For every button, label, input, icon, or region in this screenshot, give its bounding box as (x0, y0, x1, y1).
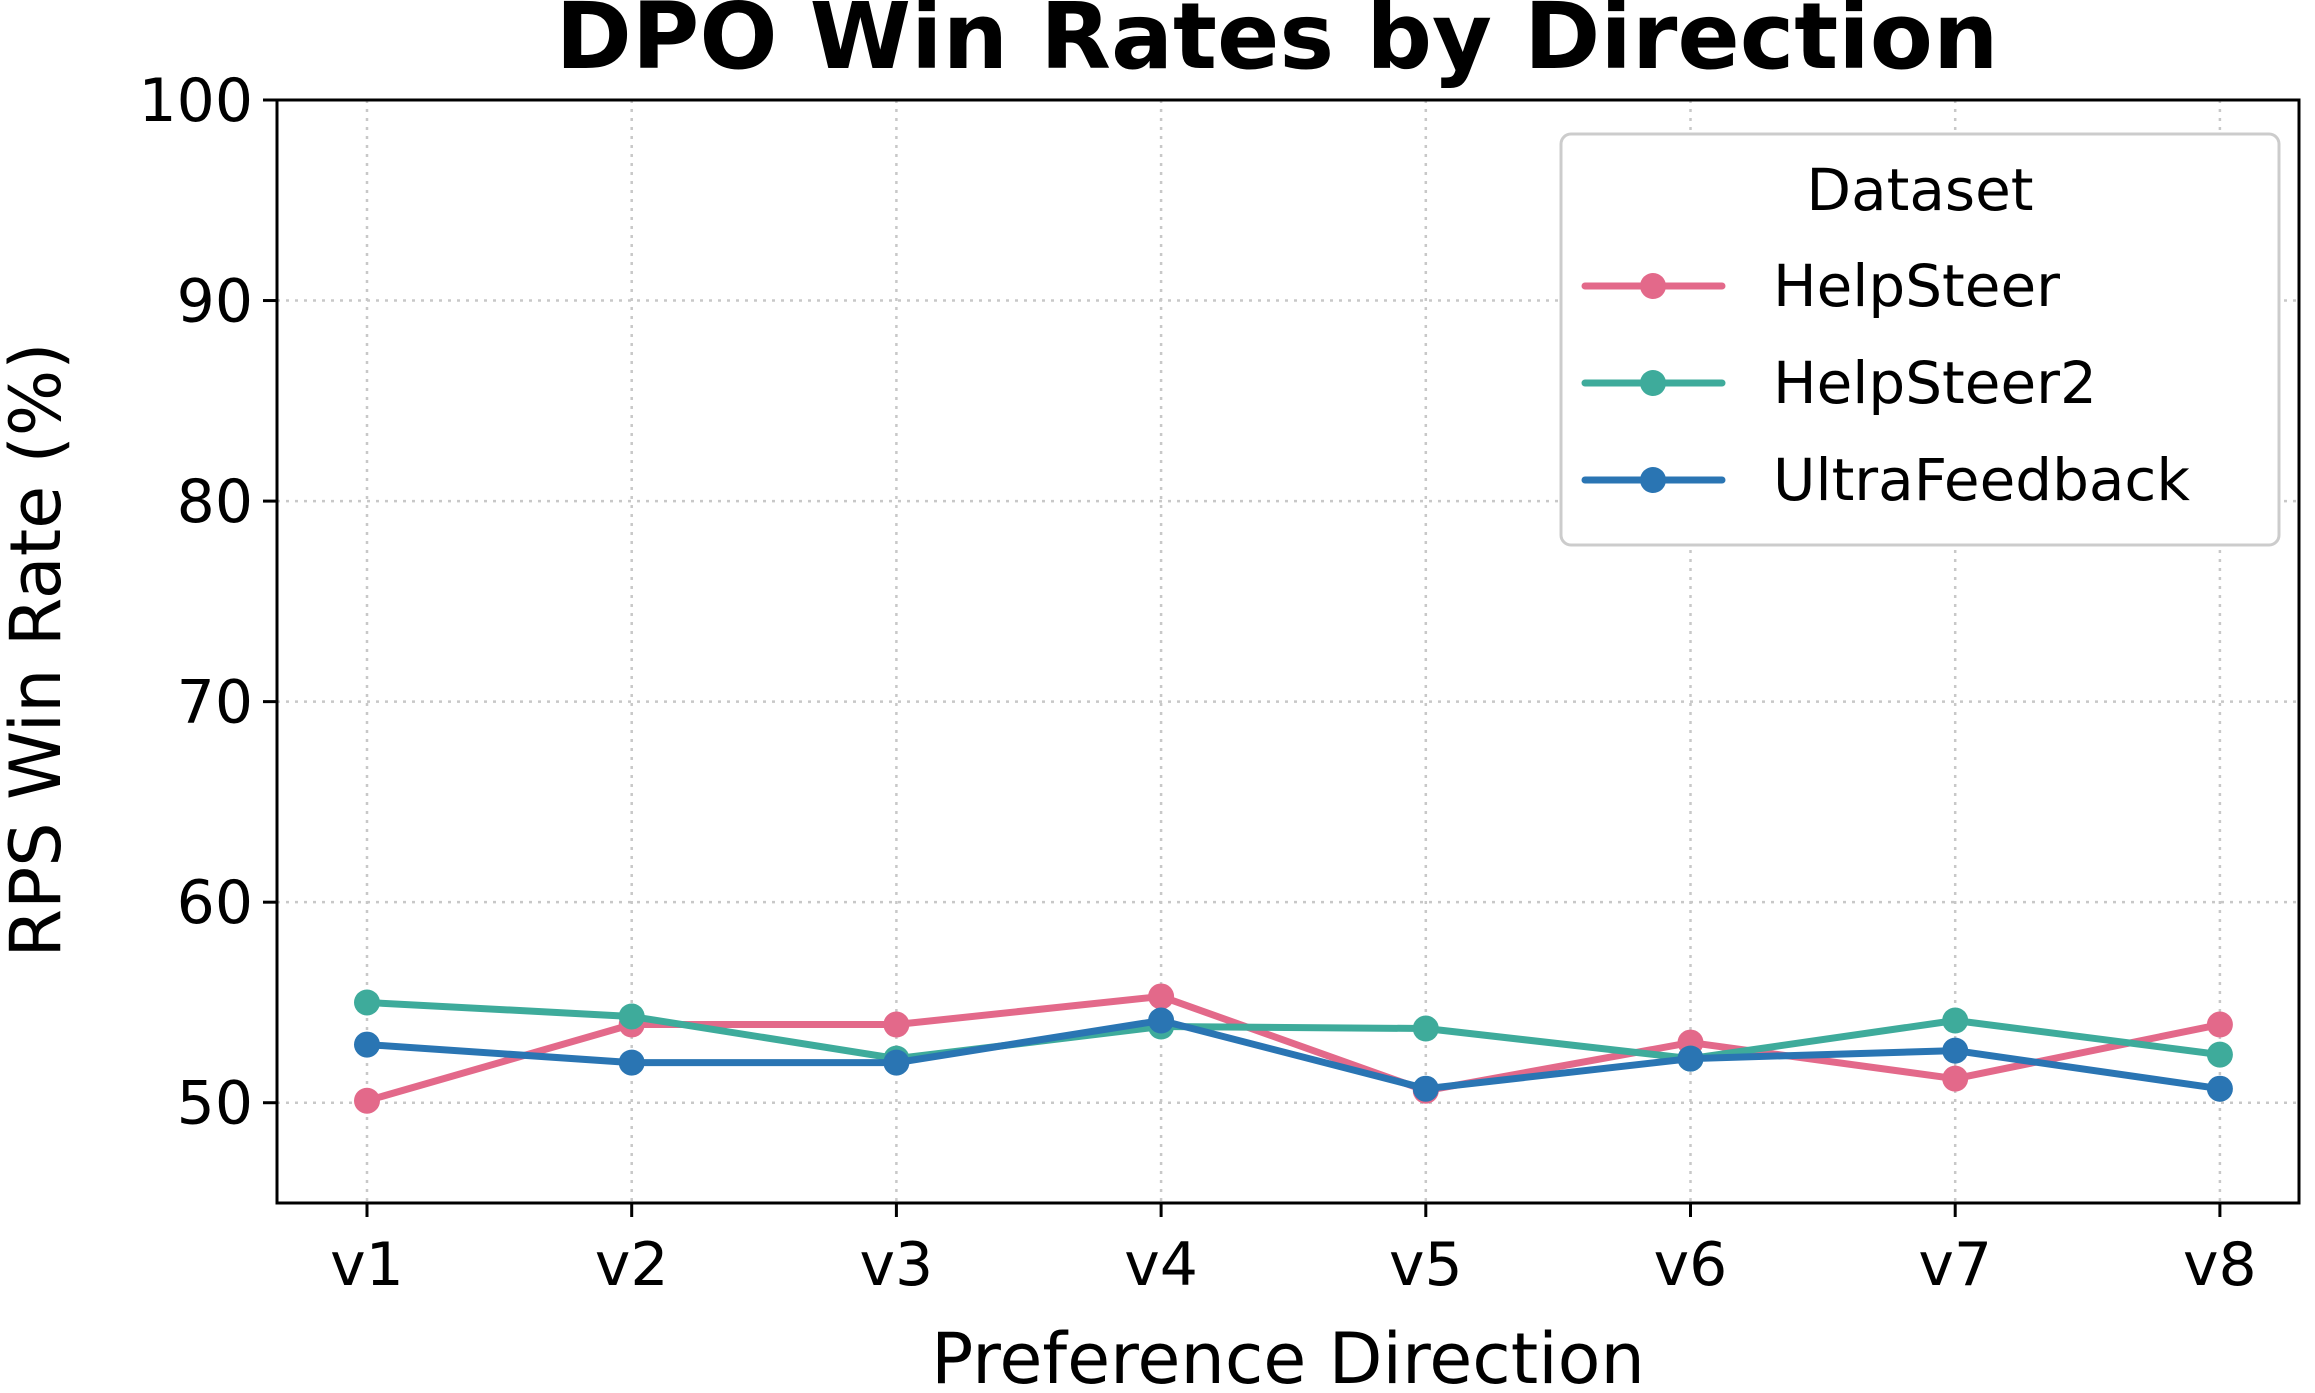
data-point (1148, 983, 1175, 1010)
series-line (363, 998, 2224, 1063)
chart-title: DPO Win Rates by Direction (556, 0, 1999, 90)
data-point (1942, 1007, 1969, 1034)
x-axis-label: Preference Direction (931, 1318, 1645, 1393)
data-point (618, 1003, 645, 1030)
x-tick-label: v7 (1918, 1230, 1992, 1300)
plot-frame (275, 98, 2301, 1205)
data-point (1148, 1007, 1175, 1034)
series-ultrafeedback (354, 1007, 2233, 1102)
data-point (1677, 1045, 1704, 1072)
data-point (1942, 1065, 1969, 1092)
x-tick-label: v8 (2183, 1230, 2257, 1300)
legend-swatch-marker (1640, 467, 1666, 493)
data-point (1412, 1015, 1439, 1042)
legend-swatch-marker (1640, 370, 1666, 396)
y-tick-label: 50 (177, 1069, 253, 1139)
x-tick-label: v5 (1389, 1230, 1463, 1300)
data-point (2206, 1011, 2233, 1038)
data-point (354, 989, 380, 1016)
legend-label: HelpSteer (1773, 252, 2060, 320)
x-axis: v1 v2 v3 v4 v5 v6 v7 v8 (330, 1203, 2257, 1300)
data-point (1942, 1037, 1969, 1064)
data-point (618, 1049, 645, 1076)
legend-item: HelpSteer2 (1581, 349, 2097, 417)
y-tick-label: 70 (177, 668, 253, 738)
legend-items: HelpSteer HelpSteer2 UltraFeedback (1581, 252, 2190, 514)
series-layer (354, 983, 2233, 1114)
legend-box (1559, 132, 2281, 547)
legend-swatch-marker (1640, 273, 1666, 299)
x-tick-label: v6 (1654, 1230, 1728, 1300)
legend-item: UltraFeedback (1581, 446, 2190, 514)
y-tick-label: 90 (177, 267, 253, 337)
legend-label: UltraFeedback (1773, 446, 2190, 514)
legend-label: HelpSteer2 (1773, 349, 2097, 417)
x-tick-label: v1 (330, 1230, 404, 1300)
data-point (883, 1049, 910, 1076)
y-axis-label: RPS Win Rate (%) (0, 342, 77, 957)
y-tick-label: 80 (177, 467, 253, 537)
legend-title: Dataset (1806, 156, 2033, 224)
series-line (363, 1017, 2224, 1093)
x-tick-label: v2 (595, 1230, 669, 1300)
data-point (2206, 1075, 2233, 1102)
data-point (1412, 1075, 1439, 1102)
data-point (883, 1011, 910, 1038)
x-tick-label: v4 (1124, 1230, 1198, 1300)
legend-item: HelpSteer (1581, 252, 2060, 320)
y-axis: 50 60 70 80 90 100 (138, 66, 277, 1139)
legend: Dataset HelpSteer HelpSteer2 UltraFeedback (1559, 132, 2281, 547)
x-tick-label: v3 (860, 1230, 934, 1300)
data-point (354, 1087, 380, 1114)
y-tick-label: 100 (138, 66, 253, 136)
data-point (354, 1031, 380, 1058)
data-point (2206, 1041, 2233, 1068)
y-tick-label: 60 (177, 868, 253, 938)
